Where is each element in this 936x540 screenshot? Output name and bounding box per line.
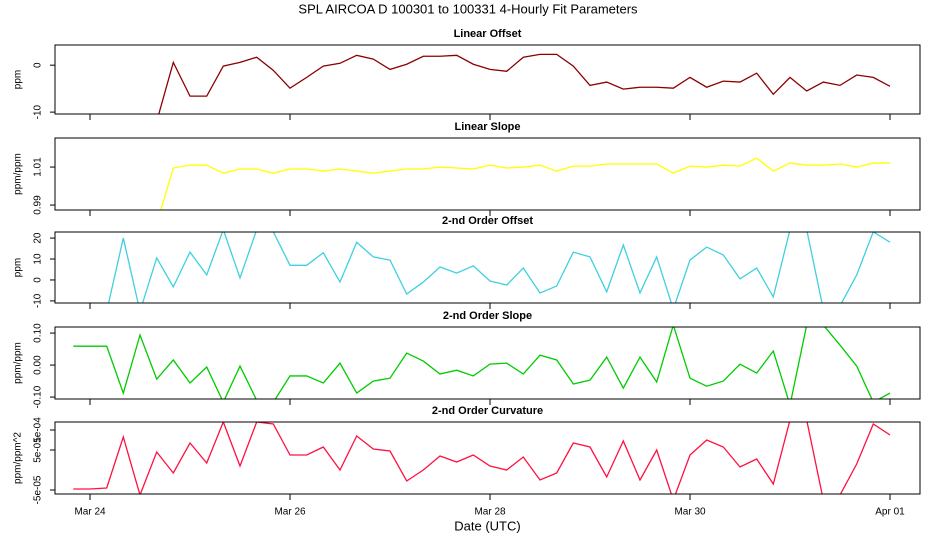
- panel-title: 2-nd Order Curvature: [432, 405, 543, 417]
- panel-frame: [54, 421, 921, 495]
- data-line: [73, 327, 891, 399]
- panel-frame: [54, 44, 921, 115]
- y-tick-label: 1.01: [33, 157, 44, 177]
- y-axis-label: ppm: [13, 258, 24, 277]
- data-line: [160, 157, 890, 210]
- y-axis-label: ppm: [13, 70, 24, 89]
- panel-frame: [54, 231, 921, 304]
- x-tick-label: Mar 26: [274, 507, 306, 518]
- y-tick-label: 10: [33, 253, 44, 265]
- data-line: [107, 232, 891, 303]
- data-line: [73, 422, 891, 494]
- y-tick-label: -10: [33, 104, 44, 119]
- y-tick-label: -10: [33, 293, 44, 308]
- y-tick-label: 5e-05: [33, 437, 44, 463]
- y-tick-label: 0: [33, 277, 44, 283]
- y-tick-label: 0.99: [33, 195, 44, 215]
- panel-title: Linear Offset: [454, 28, 522, 40]
- y-axis-label: ppm/ppm: [13, 153, 24, 195]
- y-tick-label: 0.10: [33, 323, 44, 343]
- panel-title: Linear Slope: [454, 121, 520, 133]
- x-tick-label: Mar 28: [474, 507, 506, 518]
- x-axis-label: Date (UTC): [454, 518, 520, 533]
- y-tick-label: 20: [33, 232, 44, 244]
- y-axis-label: ppm/ppm^2: [13, 432, 24, 484]
- y-tick-label: 1e-04: [33, 417, 44, 443]
- x-tick-label: Mar 30: [674, 507, 706, 518]
- x-tick-label: Apr 01: [875, 507, 905, 518]
- y-tick-label: -0.10: [33, 385, 44, 408]
- y-axis-label: ppm/ppm: [13, 342, 24, 384]
- figure-title: SPL AIRCOA D 100301 to 100331 4-Hourly F…: [298, 1, 638, 16]
- y-tick-label: 0: [33, 62, 44, 68]
- data-line: [158, 53, 891, 114]
- y-tick-label: 0.00: [33, 355, 44, 375]
- panel-frame: [54, 326, 921, 400]
- panel-title: 2-nd Order Offset: [442, 215, 533, 227]
- x-tick-label: Mar 24: [74, 507, 106, 518]
- y-tick-label: -5e-05: [33, 475, 44, 504]
- panel-title: 2-nd Order Slope: [443, 310, 532, 322]
- panel-frame: [54, 137, 921, 211]
